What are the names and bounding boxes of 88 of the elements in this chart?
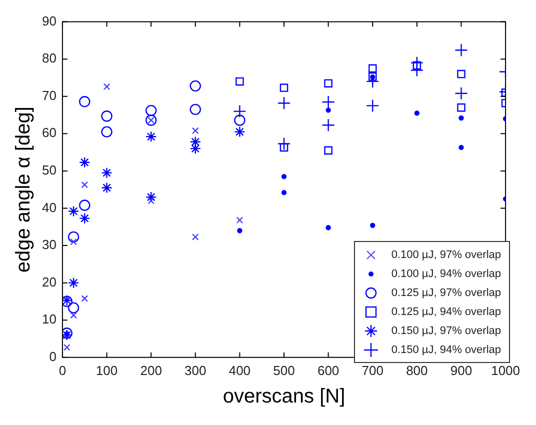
point — [68, 277, 80, 288]
point — [190, 136, 201, 148]
x-tick-label: 0 — [58, 362, 66, 378]
point — [324, 146, 332, 155]
point — [192, 127, 199, 134]
point — [70, 238, 77, 246]
y-tick-label: 20 — [42, 274, 56, 290]
point — [145, 114, 157, 126]
point — [190, 80, 201, 92]
point — [370, 222, 376, 228]
y-axis-title: edge angle α [deg] — [12, 106, 35, 273]
point — [457, 103, 466, 112]
y-tick-label: 80 — [42, 50, 56, 66]
point — [79, 212, 90, 224]
point — [234, 114, 246, 126]
x-tick-label: 100 — [96, 362, 118, 378]
y-tick-label: 60 — [42, 125, 56, 140]
point — [454, 86, 468, 100]
x-tick-label: 1000 — [491, 362, 520, 378]
point — [458, 115, 464, 121]
point — [234, 126, 246, 138]
point — [145, 131, 157, 142]
y-tick-label: 10 — [42, 312, 56, 327]
point — [79, 156, 90, 168]
point — [236, 77, 244, 86]
point — [101, 167, 112, 178]
point — [81, 181, 88, 188]
y-tick-label: 0 — [49, 348, 56, 364]
point — [190, 142, 201, 154]
point — [322, 118, 335, 132]
point — [414, 110, 420, 116]
point — [68, 231, 80, 243]
legend-label: 0.150 µJ, 97% overlap — [391, 324, 501, 336]
x-tick-label: 300 — [184, 362, 206, 378]
x-tick-label: 400 — [228, 362, 251, 378]
point — [280, 143, 288, 152]
point — [190, 104, 201, 116]
point — [277, 96, 291, 110]
point — [70, 312, 77, 319]
point — [454, 44, 468, 57]
point — [277, 137, 291, 150]
legend-label: 0.150 µJ, 94% overlap — [391, 344, 501, 356]
x-tick-label: 700 — [362, 362, 384, 378]
point — [192, 234, 199, 240]
point — [457, 70, 466, 78]
point — [281, 174, 287, 180]
x-axis-title: overscans [N] — [222, 386, 346, 408]
x-tick-label: 900 — [450, 362, 472, 378]
x-tick-label: 800 — [406, 362, 428, 378]
point — [412, 61, 422, 70]
point — [233, 104, 246, 118]
point — [68, 206, 80, 217]
point — [145, 104, 157, 116]
x-tick-label: 200 — [140, 362, 162, 378]
point — [458, 144, 464, 150]
point — [324, 79, 332, 88]
legend-label: 0.125 µJ, 94% overlap — [391, 306, 501, 318]
point — [63, 344, 70, 351]
legend-label: 0.100 µJ, 94% overlap — [391, 268, 501, 280]
point — [68, 302, 80, 314]
y-tick-label: 30 — [42, 237, 56, 252]
point — [237, 228, 242, 234]
point — [79, 96, 90, 108]
y-tick-label: 40 — [42, 200, 56, 215]
point — [81, 295, 88, 302]
point — [280, 84, 288, 92]
point — [145, 191, 157, 203]
point — [103, 83, 110, 90]
y-tick-label: 70 — [42, 88, 56, 103]
point — [326, 108, 331, 113]
legend-label: 0.125 µJ, 97% overlap — [391, 286, 501, 298]
point — [236, 216, 244, 224]
x-tick-label: 600 — [317, 362, 340, 378]
point — [79, 200, 90, 211]
point — [101, 126, 112, 138]
legend-label: 0.100 µJ, 97% overlap — [391, 248, 501, 260]
y-tick-label: 90 — [42, 13, 56, 28]
x-tick-label: 500 — [273, 362, 295, 378]
point — [101, 182, 112, 194]
point — [410, 64, 424, 77]
point — [326, 225, 331, 230]
point — [281, 190, 287, 196]
point — [366, 99, 380, 112]
point — [101, 110, 112, 122]
y-tick-label: 50 — [42, 162, 56, 178]
point — [148, 197, 155, 204]
point — [322, 95, 335, 109]
point — [368, 64, 377, 73]
